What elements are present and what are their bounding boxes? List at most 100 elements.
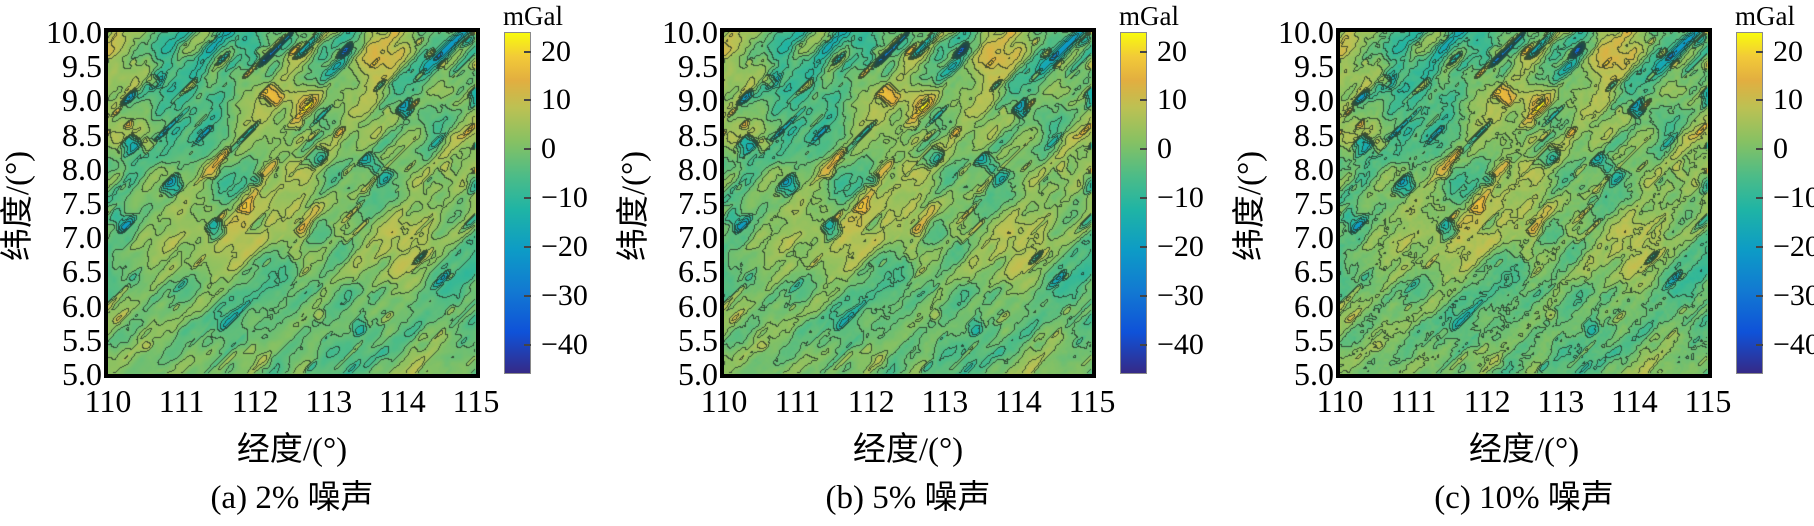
colorbar-tick-mark [1756, 197, 1763, 200]
y-tick-label: 9.0 [1294, 82, 1334, 119]
colorbar-tick-label: −20 [541, 229, 588, 263]
colorbar-tick-label: −40 [1773, 327, 1814, 361]
colorbar-tick-mark [524, 99, 531, 102]
colorbar-tick-mark [1140, 343, 1147, 346]
figure-panel-a: 纬度/(°) 10.0 9.5 9.0 8.5 8.0 7.5 7.0 6.5 6.0 5.5 5.0… [0, 0, 612, 526]
y-tick-label: 6.0 [678, 287, 718, 324]
y-tick-label: 7.0 [678, 219, 718, 256]
colorbar-tick-mark [1140, 294, 1147, 297]
colorbar [504, 32, 531, 374]
x-tick-label: 113 [1537, 383, 1585, 419]
x-tick-label: 111 [158, 383, 205, 419]
y-tick-label: 6.0 [1294, 287, 1334, 324]
y-tick-label: 8.0 [62, 150, 102, 187]
y-tick-label: 9.5 [1294, 48, 1334, 85]
y-tick-label: 5.0 [678, 356, 718, 392]
gravity-anomaly-map-canvas [1340, 32, 1708, 374]
y-tick-label: 9.5 [678, 48, 718, 85]
colorbar-tick-mark [524, 50, 531, 53]
x-tick-label: 113 [921, 383, 969, 419]
y-tick-label: 10.0 [46, 14, 102, 50]
y-tick-label: 8.5 [1294, 116, 1334, 153]
colorbar-tick-label: 20 [1157, 34, 1187, 68]
panel-caption: (b) 5% 噪声 [825, 480, 991, 516]
colorbar [1120, 32, 1147, 374]
colorbar-tick-mark [1756, 343, 1763, 346]
colorbar-tick-label: −30 [1157, 278, 1204, 312]
colorbar-tick-mark [1140, 245, 1147, 248]
panel-caption: (c) 10% 噪声 [1434, 480, 1614, 516]
y-tick-label: 5.0 [1294, 356, 1334, 392]
colorbar-tick-label: −40 [1157, 327, 1204, 361]
x-tick-label: 115 [1684, 383, 1732, 419]
x-tick-label: 113 [305, 383, 353, 419]
y-tick-label: 8.5 [62, 116, 102, 153]
colorbar-tick-mark [1756, 50, 1763, 53]
colorbar-tick-mark [1756, 99, 1763, 102]
map-plot-frame [104, 28, 480, 378]
colorbar-tick-mark [1140, 148, 1147, 151]
y-tick-label: 5.0 [62, 356, 102, 392]
colorbar-tick-mark [524, 148, 531, 151]
colorbar-tick-label: −20 [1157, 229, 1204, 263]
colorbar-tick-label: 0 [1157, 132, 1172, 166]
y-tick-label: 10.0 [662, 14, 718, 50]
y-tick-label: 6.5 [1294, 253, 1334, 290]
colorbar-tick-label: 0 [541, 132, 556, 166]
x-tick-label: 111 [774, 383, 821, 419]
y-tick-label: 7.5 [1294, 185, 1334, 221]
x-tick-label: 114 [378, 383, 426, 419]
colorbar-tick-label: 20 [541, 34, 571, 68]
colorbar-tick-label: 20 [1773, 34, 1803, 68]
x-axis-title: 经度/(°) [1468, 432, 1580, 468]
colorbar [1736, 32, 1763, 374]
y-tick-label: 9.5 [62, 48, 102, 85]
x-tick-label: 112 [231, 383, 279, 419]
colorbar-tick-mark [1756, 294, 1763, 297]
colorbar-tick-mark [524, 197, 531, 200]
figure-panel-b: 纬度/(°) 10.0 9.5 9.0 8.5 8.0 7.5 7.0 6.5 6.0 5.5 5.0… [616, 0, 1228, 526]
x-tick-label: 114 [994, 383, 1042, 419]
colorbar-tick-label: −10 [1157, 181, 1204, 215]
colorbar-tick-mark [524, 343, 531, 346]
y-tick-label: 7.5 [678, 185, 718, 221]
colorbar-tick-mark [1140, 99, 1147, 102]
x-tick-label: 110 [700, 383, 748, 419]
y-tick-label: 9.0 [62, 82, 102, 119]
y-tick-label: 6.5 [62, 253, 102, 290]
x-tick-label: 115 [452, 383, 500, 419]
colorbar-tick-mark [1140, 50, 1147, 53]
colorbar-title: mGal [1119, 1, 1179, 31]
y-tick-label: 10.0 [1278, 14, 1334, 50]
x-tick-label: 115 [1068, 383, 1116, 419]
x-tick-label: 110 [84, 383, 132, 419]
colorbar-tick-mark [1756, 245, 1763, 248]
x-axis-title: 经度/(°) [236, 432, 348, 468]
y-tick-label: 5.5 [62, 321, 102, 358]
y-tick-label: 6.0 [62, 287, 102, 324]
x-tick-label: 111 [1390, 383, 1437, 419]
y-tick-label: 8.0 [1294, 150, 1334, 187]
colorbar-tick-label: 10 [541, 83, 571, 117]
colorbar-tick-mark [524, 294, 531, 297]
y-tick-label: 6.5 [678, 253, 718, 290]
colorbar-tick-label: −40 [541, 327, 588, 361]
y-tick-label: 8.5 [678, 116, 718, 153]
colorbar-title: mGal [1735, 1, 1795, 31]
x-tick-label: 110 [1316, 383, 1364, 419]
colorbar-tick-label: 0 [1773, 132, 1788, 166]
y-tick-label: 7.0 [1294, 219, 1334, 256]
y-tick-label: 7.5 [62, 185, 102, 221]
map-plot-frame [1336, 28, 1712, 378]
x-tick-label: 114 [1610, 383, 1658, 419]
y-tick-label: 7.0 [62, 219, 102, 256]
x-axis-title: 经度/(°) [852, 432, 964, 468]
y-tick-label: 8.0 [678, 150, 718, 187]
y-tick-label: 5.5 [678, 321, 718, 358]
y-tick-label: 5.5 [1294, 321, 1334, 358]
colorbar-title: mGal [503, 1, 563, 31]
x-tick-label: 112 [1463, 383, 1511, 419]
colorbar-tick-mark [524, 245, 531, 248]
colorbar-tick-label: −30 [541, 278, 588, 312]
